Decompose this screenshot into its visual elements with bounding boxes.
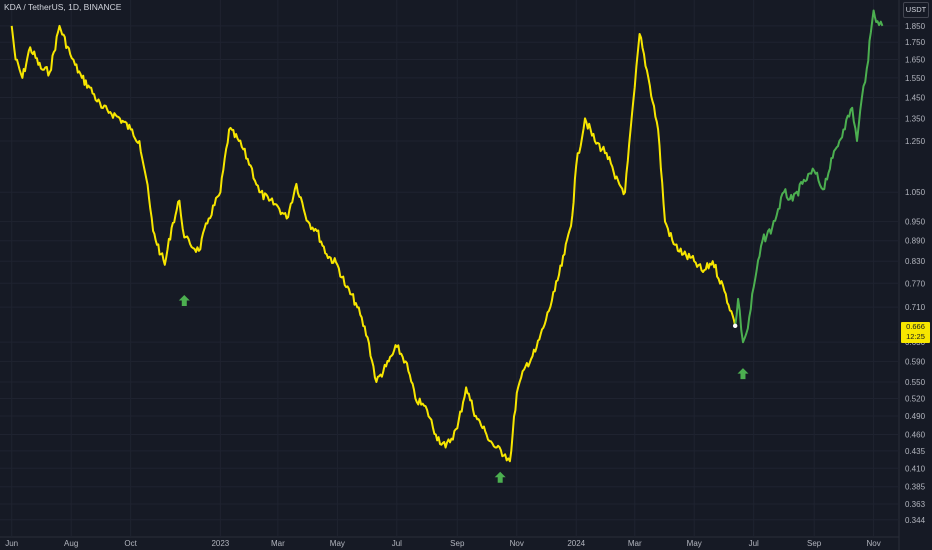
x-tick-label: 2024 [567,539,585,548]
y-tick-label: 0.890 [905,237,926,246]
time-axis[interactable]: Jun Aug Oct 2023 Mar May Jul Sep Nov 2024 Mar May Ju… [5,539,880,548]
y-tick-label: 1.650 [905,56,926,65]
last-price-tag: 0.666 12:25 [901,322,930,343]
y-tick-label: 0.830 [905,257,926,266]
y-tick-label: 0.710 [905,303,926,312]
bar-countdown: 12:25 [906,332,925,341]
y-tick-label: 0.550 [905,378,926,387]
price-axis[interactable]: 1.850 1.750 1.650 1.550 1.450 1.350 1.250 1.050… [905,22,926,525]
x-tick-label: Jul [749,539,759,548]
last-price: 0.666 [906,322,925,331]
y-tick-label: 1.050 [905,188,926,197]
x-tick-label: Sep [450,539,465,548]
y-tick-label: 1.450 [905,93,926,102]
symbol-title[interactable]: KDA / TetherUS, 1D, BINANCE [4,2,122,12]
price-line-history [10,24,737,463]
arrow-up-icon [178,294,190,306]
x-tick-label: Nov [510,539,524,548]
y-tick-label: 0.385 [905,483,926,492]
y-tick-label: 0.460 [905,430,926,439]
signal-markers [178,294,749,483]
x-tick-label: Oct [124,539,137,548]
x-tick-label: Sep [807,539,822,548]
y-tick-label: 0.770 [905,279,926,288]
y-tick-label: 0.410 [905,464,926,473]
price-line-recent [734,9,884,344]
currency-button[interactable]: USDT [903,2,929,18]
x-tick-label: Jun [5,539,18,548]
y-tick-label: 0.435 [905,447,926,456]
price-series [10,9,884,463]
x-tick-label: May [687,539,702,548]
x-tick-label: Nov [867,539,881,548]
y-tick-label: 1.850 [905,22,926,31]
y-tick-label: 0.363 [905,500,926,509]
y-tick-label: 1.550 [905,74,926,83]
y-tick-label: 0.590 [905,357,926,366]
arrow-up-icon [737,368,749,380]
x-tick-label: May [330,539,345,548]
x-tick-label: Mar [628,539,642,548]
y-tick-label: 0.490 [905,412,926,421]
last-price-point [732,323,738,329]
x-tick-label: Aug [64,539,78,548]
y-tick-label: 1.350 [905,114,926,123]
y-tick-label: 0.344 [905,516,926,525]
x-tick-label: Jul [392,539,402,548]
y-tick-label: 0.520 [905,395,926,404]
x-tick-label: Mar [271,539,285,548]
arrow-up-icon [494,471,506,483]
x-tick-label: 2023 [211,539,229,548]
y-tick-label: 1.750 [905,38,926,47]
grid-lines [0,0,900,550]
y-tick-label: 0.950 [905,218,926,227]
y-tick-label: 1.250 [905,137,926,146]
